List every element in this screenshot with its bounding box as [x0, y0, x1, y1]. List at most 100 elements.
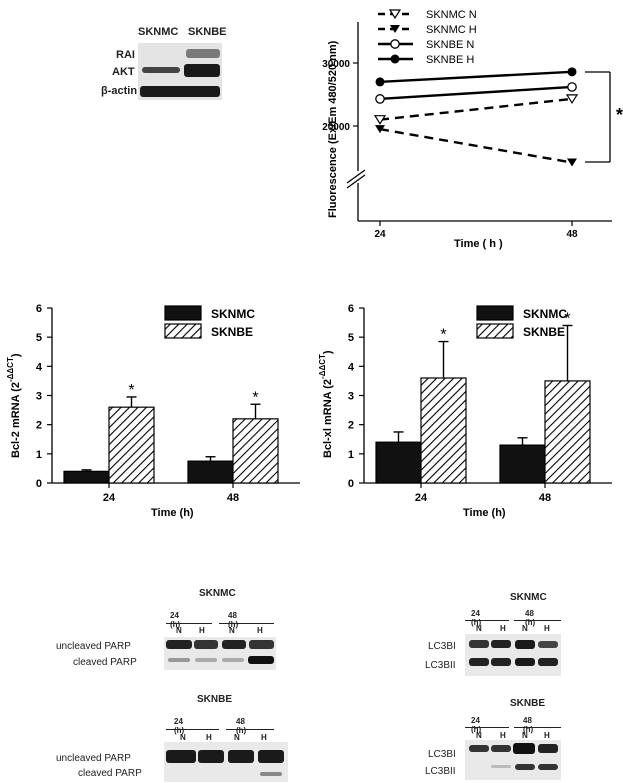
legend-label: SKNBE H [426, 54, 474, 66]
blot-band [248, 656, 274, 664]
legend-label: SKNMC [211, 307, 255, 321]
data-point [567, 158, 577, 167]
blot-band [538, 764, 558, 770]
legend-swatch [476, 305, 514, 321]
blot-band [195, 658, 217, 662]
legend-label: SKNBE [523, 325, 565, 339]
bar [420, 377, 467, 484]
y-tick-label: 3 [36, 391, 42, 403]
lane-label: H [199, 626, 205, 635]
data-point [373, 115, 387, 125]
time-underline [226, 729, 274, 730]
lane-label: H [261, 733, 267, 742]
blot-band [538, 658, 558, 666]
time-label: 48 (h) [525, 609, 536, 627]
legend-swatch [476, 323, 514, 339]
legend-label: SKNBE [211, 325, 253, 339]
lane-label: N [476, 624, 482, 633]
bar [544, 380, 591, 484]
legend-marker [390, 25, 400, 33]
blot-band [194, 640, 218, 649]
time-label: 24 (h) [471, 609, 482, 627]
lane-label: H [544, 731, 550, 740]
y-tick-label: 2 [36, 420, 42, 432]
blot-band [142, 67, 180, 73]
blot-band [469, 745, 489, 752]
time-underline [514, 620, 561, 621]
blot-band [538, 744, 558, 753]
lane-label: H [544, 624, 550, 633]
blot-row-label: uncleaved PARP [56, 753, 131, 764]
lane-label: H [500, 731, 506, 740]
blot-row-label: uncleaved PARP [56, 641, 131, 652]
parp-membrane [164, 637, 276, 670]
blot-row-label: LC3BI [428, 749, 456, 760]
axis-break-gap [350, 171, 366, 183]
lane-label: N [522, 624, 528, 633]
lane-label: H [206, 733, 212, 742]
y-tick-label: 6 [36, 303, 42, 315]
y-axis-label: Fluorescence (Ex/Em 480/520 nm) [327, 40, 339, 218]
blot-band [249, 640, 274, 649]
lane-label: N [229, 626, 235, 635]
y-tick-label: 2 [348, 420, 354, 432]
blot-band [491, 640, 511, 648]
significance-asterisk: * [616, 105, 623, 125]
series-line [379, 127, 573, 164]
parp-membrane [164, 742, 288, 782]
data-point [565, 94, 579, 105]
blot-row-label: LC3BII [425, 660, 456, 671]
blot-band [515, 764, 535, 770]
bcl2-bar-chart: Bcl-2 mRNA (2-ΔΔCT) Time (h) 0 1 2 3 4 5 6 24 48… [6, 303, 300, 519]
significance-asterisk: * [440, 327, 446, 344]
time-underline [514, 727, 561, 728]
time-underline [166, 729, 219, 730]
blot-band [491, 765, 511, 768]
blot-band [222, 640, 246, 649]
lane-label: N [522, 731, 528, 740]
y-tick-label: 5 [36, 332, 42, 344]
data-point [375, 77, 385, 87]
time-underline [166, 623, 212, 624]
lc3-membrane [465, 634, 561, 676]
series-line [379, 85, 573, 101]
blot-band [186, 49, 220, 58]
blot-row-label-beta-actin: β-actin [101, 85, 138, 97]
blot-row-label: cleaved PARP [78, 768, 142, 779]
x-tick-label: 48 [539, 492, 551, 504]
blot-band [166, 750, 196, 763]
x-axis-label: Time ( h ) [454, 238, 503, 250]
data-point [567, 82, 577, 92]
y-tick-label: 4 [36, 361, 43, 373]
blot-band [469, 658, 489, 666]
x-tick-label: 24 [415, 492, 428, 504]
legend-marker [390, 39, 400, 49]
bar [63, 470, 110, 484]
time-label: 24 (h) [471, 716, 482, 734]
blot-band [538, 641, 558, 648]
data-point [375, 94, 385, 104]
bar [232, 418, 279, 484]
series-line [379, 70, 573, 84]
data-point [567, 67, 577, 77]
legend-swatch [164, 323, 202, 339]
bar [187, 460, 234, 484]
blot-band [140, 86, 220, 97]
legend-swatch [164, 305, 202, 321]
y-axis-label: Bcl-xl mRNA (2-ΔΔCT) [318, 350, 334, 458]
y-tick-label: 1 [36, 449, 42, 461]
legend-label: SKNMC [523, 307, 567, 321]
time-label: 48 (h) [523, 716, 534, 734]
lane-label: H [500, 624, 506, 633]
series-line [379, 97, 573, 121]
blot-band [166, 640, 192, 649]
blot-band [513, 743, 535, 754]
time-label: 48 (h) [228, 611, 239, 629]
lc3-membrane [465, 740, 561, 780]
lane-label: N [234, 733, 240, 742]
blot-col-label-sknmc: SKNMC [138, 26, 179, 38]
legend-label: SKNBE N [426, 39, 474, 51]
blot-band [184, 64, 220, 77]
x-tick-label: 24 [103, 492, 116, 504]
blot-band [222, 658, 244, 662]
